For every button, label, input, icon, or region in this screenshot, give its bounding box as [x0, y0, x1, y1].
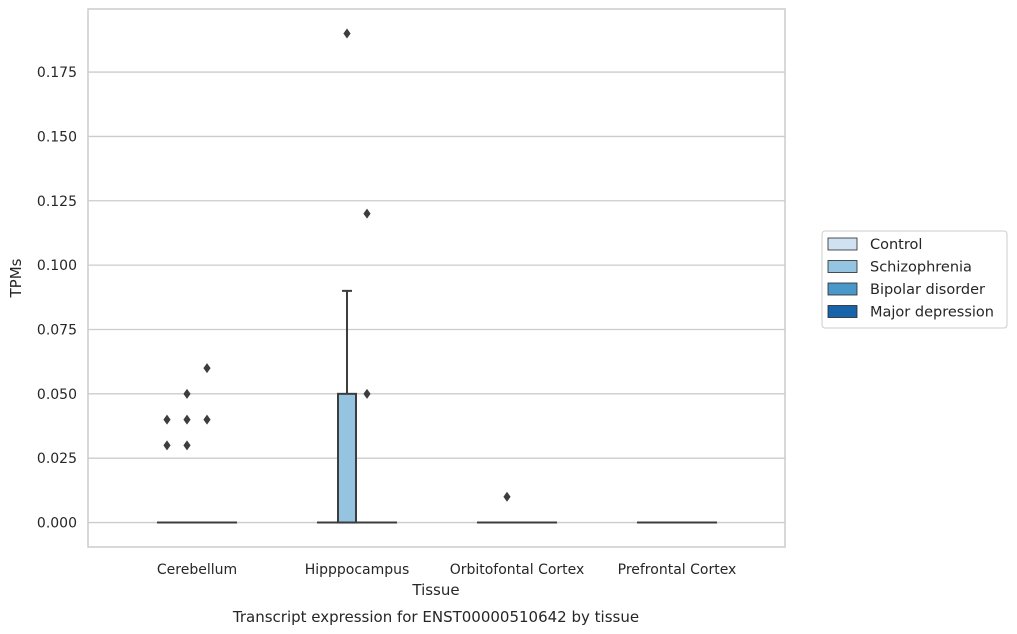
y-tick-label: 0.150 — [37, 129, 77, 145]
legend-frame — [821, 230, 1008, 329]
y-axis-ticks: 0.000 0.025 0.050 0.075 0.100 0.125 0.150 0.175 — [37, 65, 77, 531]
box-schizophrenia — [337, 289, 357, 524]
outlier-point — [503, 491, 511, 502]
legend-swatch — [827, 260, 858, 273]
plot-area-frame — [87, 8, 786, 548]
outlier-point — [203, 414, 211, 425]
grid-lines — [88, 71, 785, 524]
x-tick-label: Cerebellum — [157, 562, 237, 578]
y-tick-label: 0.100 — [37, 258, 77, 274]
legend-swatch — [827, 237, 858, 251]
y-tick-label: 0.025 — [37, 451, 77, 467]
legend: Control Schizophrenia Bipolar disorder Majo… — [821, 230, 1008, 329]
legend-label: Control — [870, 237, 922, 253]
y-axis-label: TPMs — [7, 258, 25, 298]
legend-swatch — [827, 282, 858, 296]
outlier-point — [183, 440, 191, 451]
x-tick-label: Orbitofontal Cortex — [450, 562, 585, 578]
x-axis-ticks: Cerebellum Hipppocampus Orbitofontal Corte… — [157, 562, 736, 578]
outlier-point — [163, 414, 171, 425]
outlier-points — [163, 28, 511, 502]
outlier-point — [363, 208, 371, 219]
box-iqr — [337, 392, 357, 524]
y-tick-label: 0.125 — [37, 194, 77, 210]
outlier-point — [363, 388, 371, 399]
legend-label: Bipolar disorder — [870, 282, 985, 298]
y-tick-label: 0.050 — [37, 387, 77, 403]
x-axis-label: Tissue — [411, 581, 459, 599]
outlier-point — [183, 414, 191, 425]
outlier-point — [163, 440, 171, 451]
x-tick-label: Hipppocampus — [305, 562, 410, 578]
chart-title: Transcript expression for ENST0000051064… — [232, 608, 639, 626]
y-tick-label: 0.075 — [37, 322, 77, 338]
x-tick-label: Prefrontal Cortex — [618, 562, 737, 578]
legend-label: Major depression — [870, 305, 994, 321]
outlier-point — [183, 388, 191, 399]
box-series — [157, 289, 717, 524]
y-tick-label: 0.000 — [37, 516, 77, 532]
outlier-point — [343, 28, 351, 39]
legend-label: Schizophrenia — [870, 260, 972, 276]
legend-swatch — [827, 305, 858, 318]
y-tick-label: 0.175 — [37, 65, 77, 81]
outlier-point — [203, 363, 211, 374]
